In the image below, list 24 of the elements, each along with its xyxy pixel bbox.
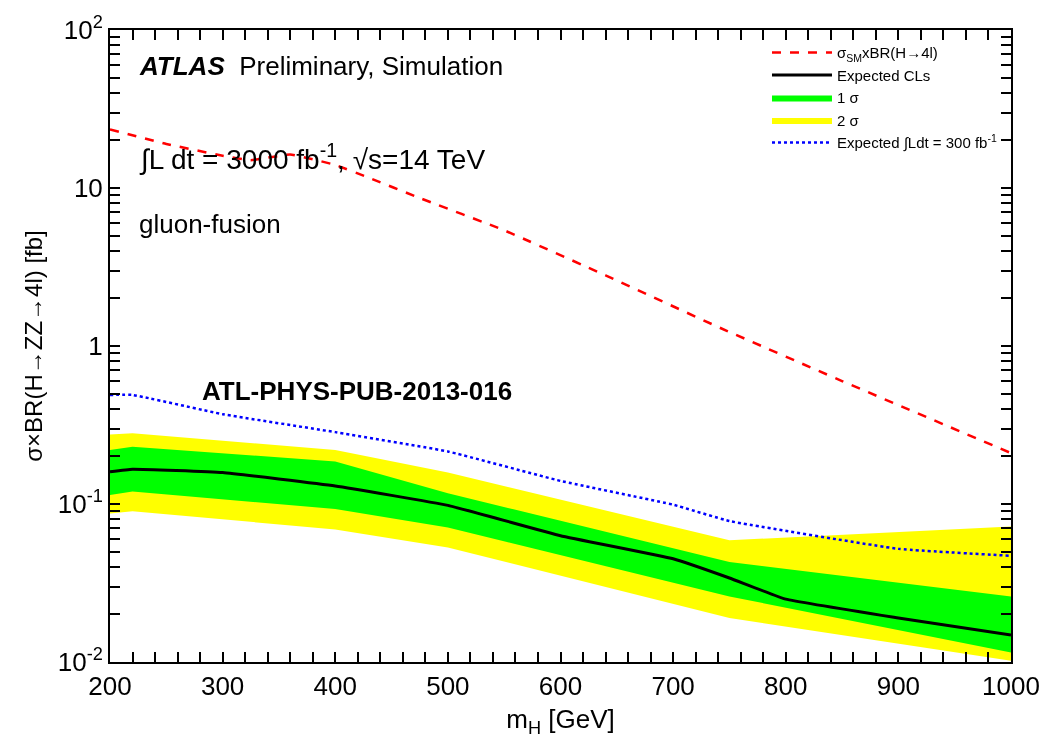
annotation: ATL-PHYS-PUB-2013-016 <box>202 376 513 406</box>
x-tick-label: 1000 <box>982 671 1040 702</box>
x-axis-title: m$_{H}$ [GeV] <box>506 704 615 738</box>
legend-label: σ$_{SM}$xBR(H→4l) <box>836 44 938 64</box>
x-tick-label: 500 <box>426 671 470 702</box>
y-tick-label: 1 <box>88 331 103 362</box>
y-axis-title: σ×BR(H→ZZ→4l) [fb] <box>20 230 48 462</box>
annotation: gluon-fusion <box>139 209 281 239</box>
annotation: ATLAS Preliminary, Simulation <box>139 51 504 81</box>
x-tick-label: 900 <box>876 671 921 702</box>
legend-label: 2 σ <box>836 111 860 129</box>
y-tick-label: 10 <box>73 173 103 204</box>
legend-label: Expected ∫Ldt = 300 fb$^{-1}$ <box>836 132 997 153</box>
x-tick-label: 600 <box>538 671 583 702</box>
y-tick-label: 10$^{-1}$ <box>57 486 103 520</box>
legend-label: Expected CLs <box>836 66 931 84</box>
legend-label: 1 σ <box>836 89 860 107</box>
x-tick-label: 400 <box>313 671 357 702</box>
annotation: ∫L dt = 3000 fb$^{-1}$, √s=14 TeV <box>139 139 486 175</box>
line-series <box>110 128 1011 455</box>
x-tick-label: 700 <box>651 671 695 702</box>
x-tick-label: 300 <box>200 671 245 702</box>
y-tick-label: 10$^{2}$ <box>63 12 103 46</box>
x-tick-label: 800 <box>764 671 808 702</box>
